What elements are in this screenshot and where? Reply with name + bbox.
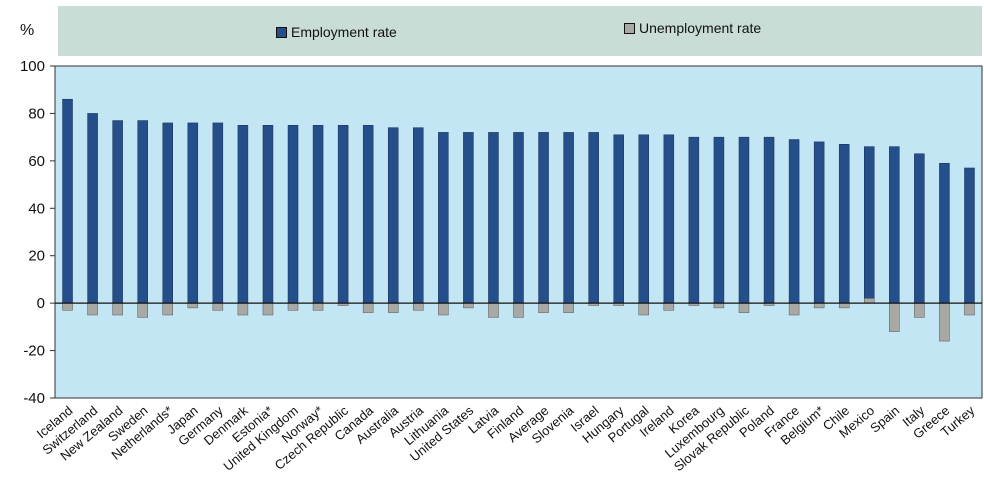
unemployment-bar	[939, 302, 950, 342]
unemployment-bar	[112, 302, 123, 316]
unemployment-bar	[738, 302, 750, 313]
employment-bar	[813, 141, 825, 304]
x-tick-label: Spain	[867, 403, 902, 436]
unemployment-bar	[638, 302, 650, 316]
legend-label-unemployment: Unemployment rate	[639, 20, 762, 36]
y-tick-label: 20	[28, 248, 45, 265]
employment-bar	[287, 125, 299, 304]
y-tick-label: -40	[23, 390, 45, 407]
unemployment-bar	[538, 302, 549, 313]
employment-bar	[538, 132, 549, 304]
unemployment-bar	[488, 302, 499, 318]
employment-bar	[889, 146, 900, 304]
employment-bar	[663, 134, 675, 304]
unemployment-bar	[663, 302, 675, 311]
y-tick-label: 40	[28, 200, 45, 217]
unemployment-bar	[413, 302, 424, 311]
unemployment-bar	[262, 302, 274, 316]
unemployment-bar	[964, 302, 975, 316]
employment-bar	[237, 125, 249, 304]
unemployment-bar	[463, 302, 474, 309]
employment-bar	[838, 144, 850, 304]
y-tick-label: -20	[23, 343, 45, 360]
employment-bar	[588, 132, 599, 304]
employment-bar	[212, 122, 224, 304]
employment-bar	[563, 132, 574, 304]
employment-bar	[312, 125, 324, 304]
unemployment-bar	[62, 302, 73, 311]
unemployment-bar	[788, 302, 800, 316]
employment-bar	[162, 122, 173, 304]
employment-bar	[638, 134, 650, 304]
employment-bar	[362, 125, 374, 304]
legend-swatch-unemployment	[624, 22, 635, 34]
unemployment-bar	[864, 298, 875, 304]
y-tick-label: 0	[37, 295, 45, 312]
employment-bar	[738, 136, 750, 304]
y-tick-label: 60	[28, 153, 45, 170]
employment-bar	[488, 132, 499, 304]
unemployment-bar	[889, 302, 900, 332]
employment-bar	[964, 167, 975, 304]
unemployment-bar	[513, 302, 524, 318]
y-axis-unit-label: %	[20, 22, 35, 39]
unemployment-bar	[237, 302, 249, 316]
unemployment-bar	[137, 302, 148, 318]
employment-bar	[112, 120, 123, 304]
unemployment-bar	[387, 302, 399, 313]
unemployment-bar	[162, 302, 173, 316]
unemployment-bar	[362, 302, 374, 313]
employment-bar	[87, 113, 98, 304]
unemployment-bar	[914, 302, 925, 318]
y-tick-label: 100	[20, 58, 45, 75]
unemployment-bar	[813, 302, 825, 309]
employment-bar	[763, 136, 775, 304]
unemployment-bar	[212, 302, 224, 311]
employment-bar	[688, 136, 700, 304]
legend-label-employment: Employment rate	[291, 24, 397, 40]
unemployment-bar	[287, 302, 299, 311]
unemployment-bar	[713, 302, 725, 309]
employment-bar	[387, 127, 399, 304]
employment-bar	[613, 134, 624, 304]
employment-bar	[337, 125, 349, 304]
unemployment-bar	[438, 302, 449, 316]
employment-bar	[62, 98, 73, 304]
employment-bar	[463, 132, 474, 304]
employment-bar	[187, 122, 199, 304]
legend-item-unemployment: Unemployment rate	[624, 20, 761, 36]
employment-bar	[864, 146, 875, 304]
employment-bar	[513, 132, 524, 304]
employment-bar	[413, 127, 424, 304]
employment-bar	[713, 136, 725, 304]
y-tick-label: 80	[28, 105, 45, 122]
legend: Employment rate Unemployment rate	[58, 6, 982, 56]
legend-item-employment: Employment rate	[276, 24, 397, 40]
unemployment-bar	[838, 302, 850, 309]
employment-bar	[262, 125, 274, 304]
employment-bar	[939, 162, 950, 304]
employment-bar	[788, 139, 800, 304]
employment-bar	[438, 132, 449, 304]
legend-swatch-employment	[276, 26, 287, 38]
employment-bar	[914, 153, 925, 304]
unemployment-bar	[312, 302, 324, 311]
unemployment-bar	[87, 302, 98, 316]
unemployment-bar	[563, 302, 574, 313]
unemployment-bar	[187, 302, 199, 309]
employment-bar	[137, 120, 148, 304]
